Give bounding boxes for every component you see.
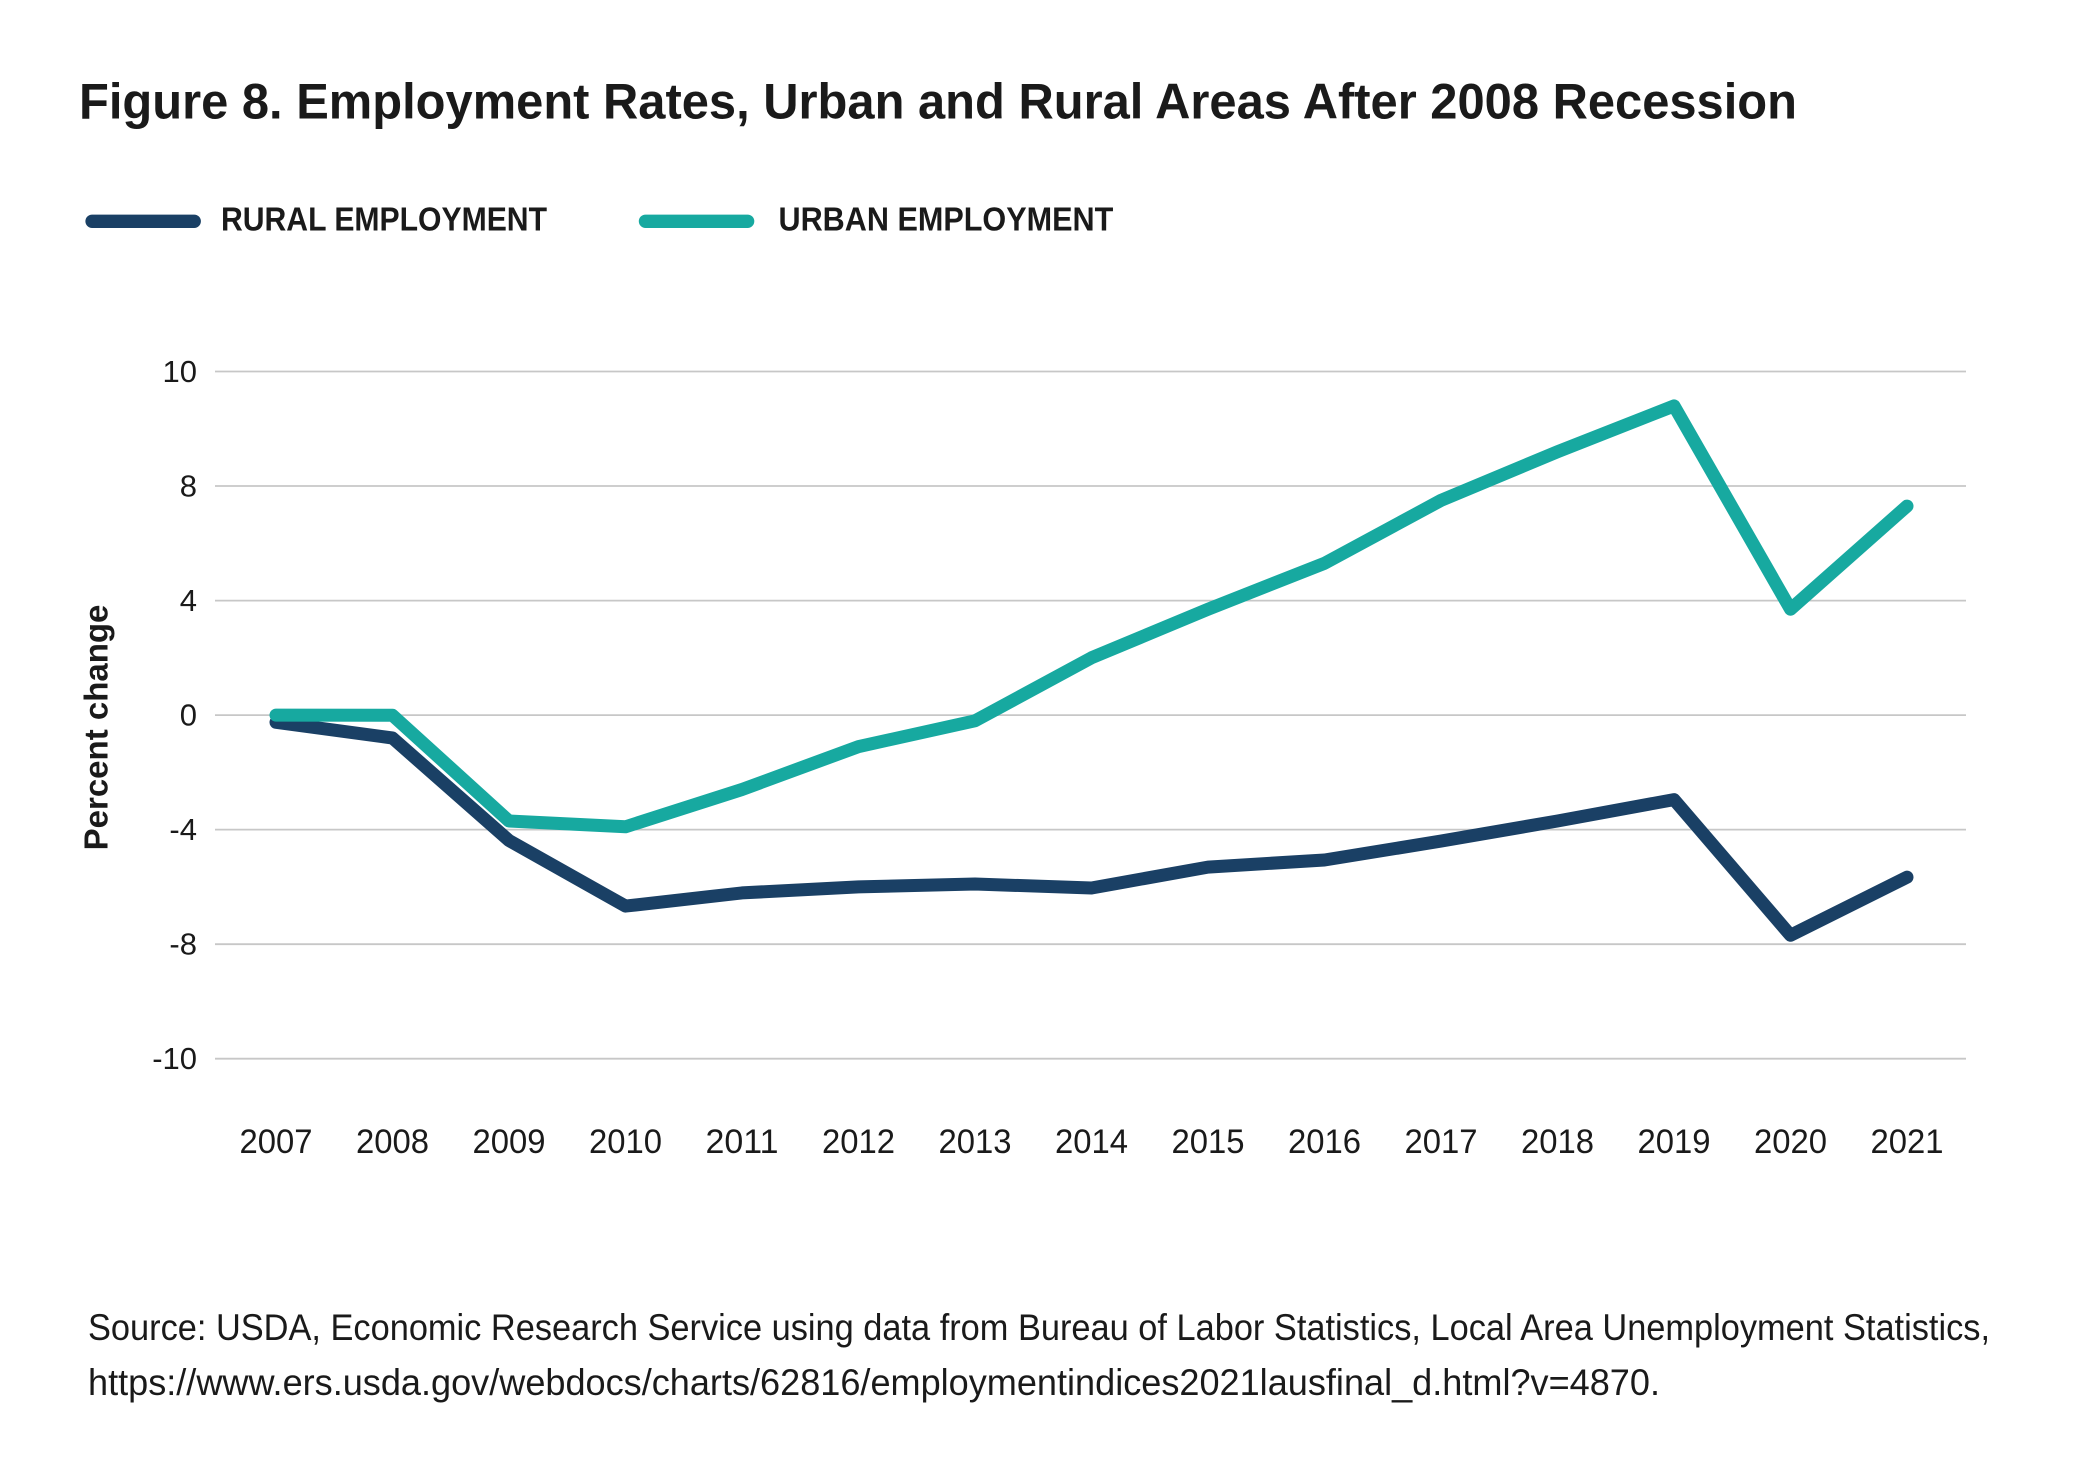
svg-text:2008: 2008 [356, 1123, 429, 1161]
svg-text:0: 0 [180, 698, 197, 733]
svg-text:2012: 2012 [822, 1123, 895, 1161]
svg-text:2020: 2020 [1754, 1123, 1827, 1161]
svg-text:https://www.ers.usda.gov/webdo: https://www.ers.usda.gov/webdocs/charts/… [88, 1362, 1660, 1403]
svg-text:2007: 2007 [240, 1123, 313, 1161]
svg-text:-10: -10 [152, 1041, 197, 1076]
svg-text:-8: -8 [169, 927, 197, 962]
svg-text:RURAL EMPLOYMENT: RURAL EMPLOYMENT [221, 201, 547, 238]
svg-text:Source: USDA, Economic Researc: Source: USDA, Economic Research Service … [88, 1307, 1990, 1348]
svg-text:8: 8 [180, 469, 197, 504]
svg-text:URBAN EMPLOYMENT: URBAN EMPLOYMENT [779, 201, 1114, 238]
svg-text:2011: 2011 [706, 1123, 779, 1161]
svg-text:4: 4 [180, 583, 197, 618]
svg-text:2009: 2009 [473, 1123, 546, 1161]
svg-text:10: 10 [163, 354, 197, 389]
svg-text:-4: -4 [169, 812, 197, 847]
svg-text:2019: 2019 [1638, 1123, 1711, 1161]
svg-text:2015: 2015 [1172, 1123, 1245, 1161]
svg-text:2017: 2017 [1405, 1123, 1478, 1161]
svg-text:2010: 2010 [589, 1123, 662, 1161]
svg-text:2013: 2013 [939, 1123, 1012, 1161]
svg-text:2018: 2018 [1521, 1123, 1594, 1161]
svg-text:2014: 2014 [1055, 1123, 1128, 1161]
svg-text:Percent change: Percent change [78, 605, 115, 851]
svg-text:2021: 2021 [1871, 1123, 1944, 1161]
svg-text:Figure 8. Employment Rates, Ur: Figure 8. Employment Rates, Urban and Ru… [79, 74, 1797, 130]
svg-text:2016: 2016 [1288, 1123, 1361, 1161]
